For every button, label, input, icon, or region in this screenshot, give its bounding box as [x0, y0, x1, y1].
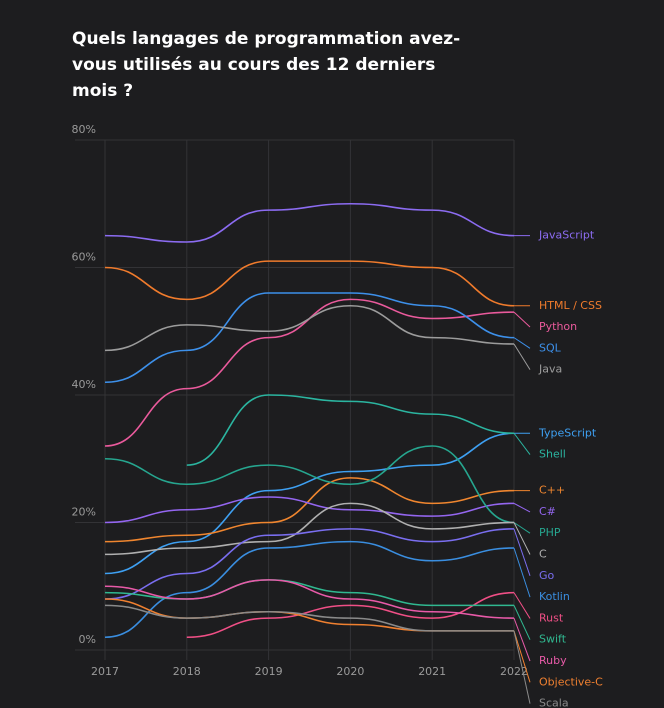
legend-label: Shell: [539, 448, 566, 461]
y-tick-label: 40%: [72, 378, 96, 391]
leader-line: [513, 547, 531, 598]
leader-line: [513, 528, 531, 576]
x-tick-label: 2022: [500, 665, 528, 678]
legend-label: Python: [539, 320, 577, 333]
series-line: [104, 579, 515, 619]
leader-line: [513, 630, 531, 704]
leader-line: [513, 522, 531, 555]
legend-label: SQL: [539, 341, 562, 354]
legend-label: Go: [539, 569, 555, 582]
x-tick-label: 2017: [91, 665, 119, 678]
leader-line: [513, 337, 531, 349]
series-line: [104, 477, 515, 543]
y-tick-label: 80%: [72, 123, 96, 136]
series-line: [104, 496, 515, 524]
series-line: [186, 394, 515, 466]
legend-label: C#: [539, 505, 556, 518]
legend-label: Swift: [539, 633, 567, 646]
series-line: [104, 502, 515, 556]
legend-label: PHP: [539, 526, 561, 539]
legend-label: Scala: [539, 697, 569, 708]
legend-label: Rust: [539, 611, 564, 624]
series-line: [104, 604, 514, 632]
chart-title: Quels langages de programmation avez-vou…: [72, 29, 461, 101]
leader-line: [513, 617, 531, 662]
x-tick-label: 2019: [255, 665, 283, 678]
series-line: [104, 432, 515, 575]
series-line: [104, 202, 515, 243]
series-line: [104, 260, 515, 307]
legend-label: C++: [539, 484, 565, 497]
x-tick-label: 2021: [418, 665, 446, 678]
leader-line: [513, 630, 531, 683]
series-line: [104, 292, 515, 384]
leader-line: [513, 522, 531, 534]
leader-line: [513, 502, 531, 513]
series-line: [186, 591, 515, 639]
legend-label: Ruby: [539, 654, 567, 667]
leader-line: [513, 343, 531, 370]
leader-line: [513, 605, 531, 640]
legend-label: JavaScript: [538, 229, 595, 242]
legend-label: Objective-C: [539, 675, 603, 688]
y-tick-label: 0%: [79, 633, 96, 646]
series-line: [104, 528, 515, 600]
series-line: [104, 304, 515, 352]
series-line: [104, 579, 514, 607]
y-tick-label: 20%: [72, 506, 96, 519]
series-line: [104, 298, 515, 447]
leader-line: [513, 311, 531, 328]
legend-label: TypeScript: [538, 426, 597, 439]
legend-label: C: [539, 548, 547, 561]
series-line: [104, 445, 515, 524]
leader-line: [513, 432, 531, 455]
x-tick-label: 2020: [336, 665, 364, 678]
legend-label: Java: [538, 363, 562, 376]
legend-label: Kotlin: [539, 590, 570, 603]
leader-line: [513, 592, 531, 619]
legend-label: HTML / CSS: [539, 299, 602, 312]
y-tick-label: 60%: [72, 251, 96, 264]
x-tick-label: 2018: [173, 665, 201, 678]
series-line: [104, 540, 515, 639]
